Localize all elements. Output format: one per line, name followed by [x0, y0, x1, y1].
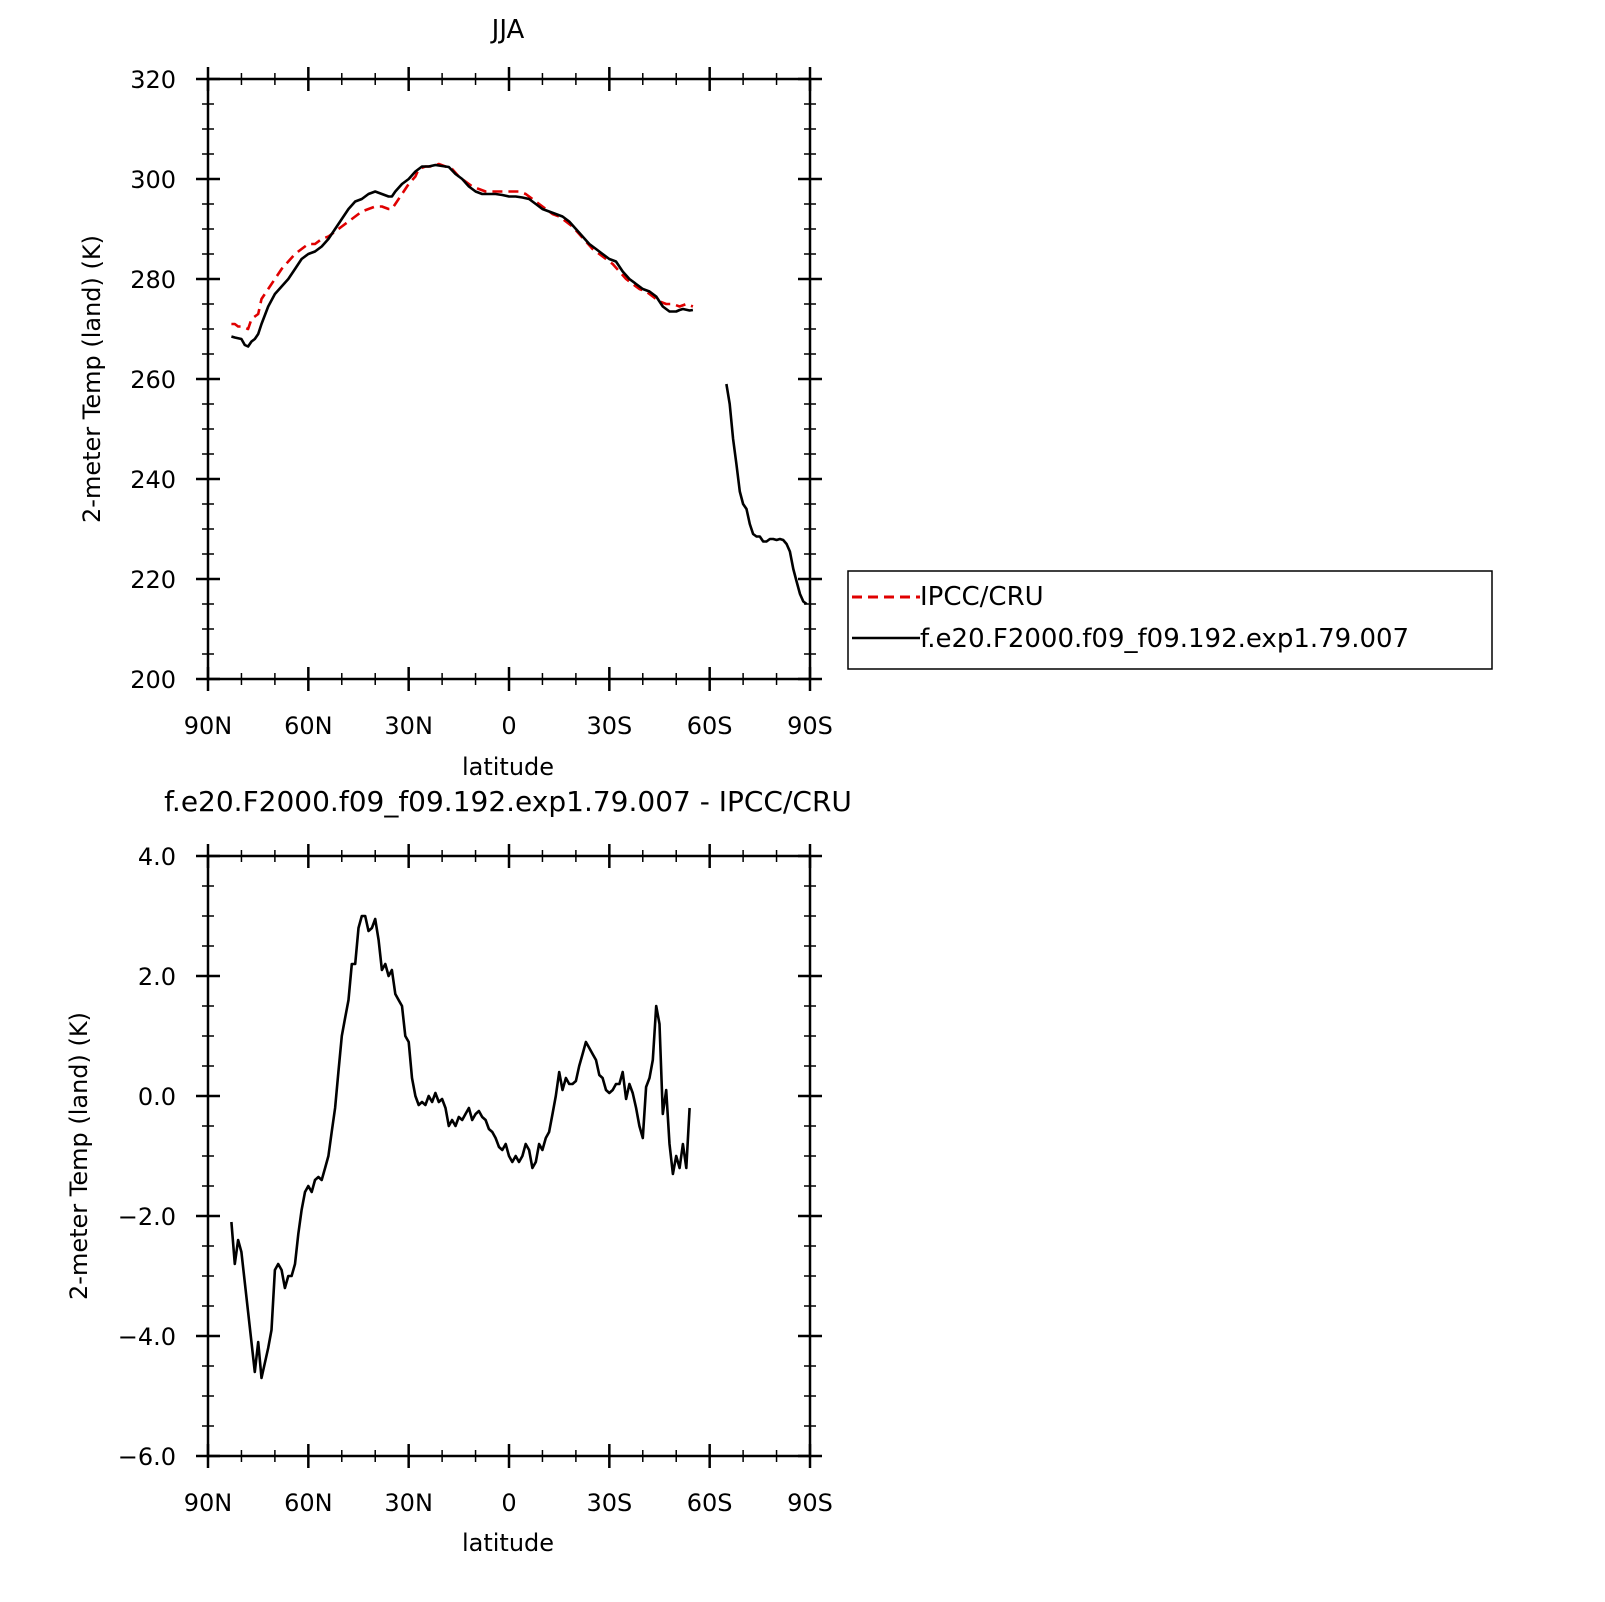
series-line-1: [725, 383, 808, 606]
y-tick-label: −2.0: [118, 1203, 176, 1231]
difference-title: f.e20.F2000.f09_f09.192.exp1.79.007 - IP…: [164, 785, 852, 818]
series-line-0: [230, 914, 691, 1380]
plot-frame: [206, 854, 812, 1458]
y-tick-label: 260: [130, 366, 176, 394]
y-tick-label: 2.0: [138, 963, 176, 991]
x-tick-label: 0: [501, 1489, 516, 1517]
data-lines: [231, 162, 808, 606]
y-axis-label: 2-meter Temp (land) (K): [65, 1012, 93, 1300]
series-line-0: [231, 162, 694, 331]
chart-title: JJA: [490, 15, 525, 45]
y-tick-label: 300: [130, 166, 176, 194]
legend-label-ipcc: IPCC/CRU: [920, 582, 1044, 612]
y-tick-label: 220: [130, 566, 176, 594]
top-panel: JJA 200 220 240 260 280 300 320 90N 60N 30N 0 30S 6…: [78, 15, 1493, 781]
x-tick-label: 60N: [284, 712, 333, 740]
data-lines: [230, 914, 691, 1380]
x-tick-label: 30N: [384, 1489, 433, 1517]
legend-box: [847, 570, 1493, 670]
x-tick-label: 30N: [384, 712, 433, 740]
legend-label-model: f.e20.F2000.f09_f09.192.exp1.79.007: [920, 624, 1409, 654]
y-tick-label: 320: [130, 66, 176, 94]
bottom-panel: f.e20.F2000.f09_f09.192.exp1.79.007 - IP…: [65, 785, 852, 1557]
y-tick-labels: 200 220 240 260 280 300 320: [130, 66, 176, 694]
y-tick-labels: −6.0 −4.0 −2.0 0.0 2.0 4.0: [118, 843, 176, 1471]
y-tick-label: 4.0: [138, 843, 176, 871]
x-tick-label: 90N: [184, 712, 233, 740]
x-tick-label: 60S: [687, 1489, 733, 1517]
x-tick-label: 30S: [586, 1489, 632, 1517]
y-tick-label: 240: [130, 466, 176, 494]
y-tick-label: 200: [130, 666, 176, 694]
x-tick-label: 30S: [586, 712, 632, 740]
x-axis-label: latitude: [462, 753, 554, 781]
y-tick-label: 280: [130, 266, 176, 294]
axis-ticks: [196, 67, 822, 691]
plot-frame: [206, 77, 812, 681]
x-axis-label: latitude: [462, 1529, 554, 1557]
legend: IPCC/CRU f.e20.F2000.f09_f09.192.exp1.79…: [847, 570, 1493, 670]
y-tick-label: 0.0: [138, 1083, 176, 1111]
x-tick-labels: 90N 60N 30N 0 30S 60S 90S: [184, 712, 833, 740]
x-tick-label: 90S: [787, 712, 833, 740]
y-axis-label: 2-meter Temp (land) (K): [78, 235, 106, 523]
x-tick-label: 0: [501, 712, 516, 740]
x-tick-label: 90N: [184, 1489, 233, 1517]
series-line-1: [231, 163, 694, 348]
y-tick-label: −6.0: [118, 1443, 176, 1471]
x-tick-label: 60S: [687, 712, 733, 740]
x-tick-labels: 90N 60N 30N 0 30S 60S 90S: [184, 1489, 833, 1517]
y-tick-label: −4.0: [118, 1323, 176, 1351]
x-tick-label: 60N: [284, 1489, 333, 1517]
x-tick-label: 90S: [787, 1489, 833, 1517]
